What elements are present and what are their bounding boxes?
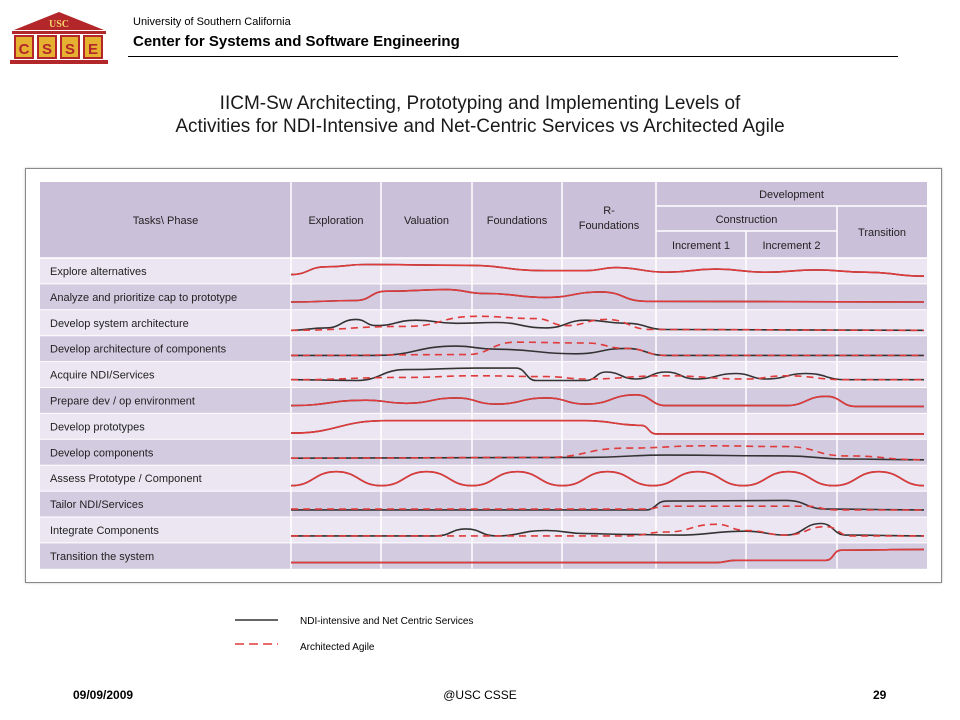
footer-date: 09/09/2009: [73, 688, 134, 702]
transition-header: Transition: [858, 227, 906, 239]
legend-ndi-label: NDI-intensive and Net Centric Services: [300, 616, 474, 627]
slide-title: IICM-Sw Architecting, Prototyping and Im…: [60, 92, 900, 138]
agile-activity-curve: [290, 393, 924, 408]
task-row: [40, 387, 927, 414]
task-row: [40, 258, 927, 284]
agile-activity-curve: [290, 470, 925, 487]
task-label: Integrate Components: [50, 525, 159, 537]
page-number: 29: [873, 688, 887, 702]
task-row: [40, 465, 927, 492]
task-label: Explore alternatives: [50, 266, 147, 278]
task-row: [40, 361, 927, 388]
agile-activity-curve: [290, 548, 925, 564]
increment-1-header: Increment 1: [672, 240, 730, 252]
ndi-activity-curve: [290, 318, 925, 332]
phase-header: Exploration: [308, 215, 363, 227]
phase-header: R-Foundations: [579, 205, 640, 232]
header-background: [40, 182, 927, 258]
task-label: Assess Prototype / Component: [50, 473, 202, 485]
task-label: Transition the system: [50, 551, 154, 563]
phase-header: Valuation: [404, 215, 449, 227]
task-label: Develop components: [50, 447, 154, 459]
activity-diagram-frame: Explore alternatives Analyze and prioriti…: [25, 168, 942, 583]
task-row: [40, 542, 927, 569]
task-row: [40, 491, 927, 517]
development-header: Development: [759, 189, 824, 201]
svg-text:S: S: [65, 41, 75, 58]
legend-lines: [235, 619, 278, 645]
task-label: Develop system architecture: [50, 318, 189, 330]
university-name: University of Southern California: [133, 16, 291, 28]
task-label: Develop architecture of components: [50, 344, 227, 356]
agile-activity-curve: [290, 444, 925, 461]
agile-activity-curve: [290, 315, 925, 332]
phase-header: Foundations: [487, 215, 548, 227]
agile-activity-curve: [291, 523, 924, 537]
task-label: Tailor NDI/Services: [50, 499, 144, 511]
logo-letters: C S S E: [14, 35, 103, 59]
agile-activity-curve: [290, 374, 924, 381]
header-divider: [128, 56, 898, 57]
csse-logo: USC C S S E: [10, 12, 108, 64]
logo-usc-text: USC: [49, 19, 69, 30]
task-row: [40, 413, 927, 440]
svg-text:S: S: [42, 41, 52, 58]
agile-activity-curve: [290, 341, 924, 357]
title-line-1: IICM-Sw Architecting, Prototyping and Im…: [219, 93, 741, 114]
task-label: Prepare dev / op environment: [50, 395, 195, 407]
svg-text:C: C: [19, 41, 30, 58]
task-row: [40, 439, 927, 466]
task-row: [40, 517, 927, 543]
legend-agile-label: Architected Agile: [300, 642, 375, 653]
ndi-activity-curve: [291, 522, 925, 537]
agile-activity-curve: [290, 263, 925, 277]
agile-activity-curve: [290, 288, 925, 303]
title-line-2: Activities for NDI-Intensive and Net-Cen…: [175, 116, 785, 137]
agile-activity-curve: [291, 505, 924, 511]
task-label: Analyze and prioritize cap to prototype: [50, 292, 237, 304]
activity-diagram: Explore alternatives Analyze and prioriti…: [40, 182, 927, 569]
footer-center: @USC CSSE: [443, 688, 517, 702]
increment-2-header: Increment 2: [762, 240, 820, 252]
construction-header: Construction: [716, 214, 778, 226]
corner-header: Tasks\ Phase: [133, 215, 198, 227]
task-label: Acquire NDI/Services: [50, 370, 155, 382]
task-row: [40, 283, 927, 310]
task-label: Develop prototypes: [50, 421, 145, 433]
center-name: Center for Systems and Software Engineer…: [133, 33, 460, 50]
agile-activity-curve: [290, 419, 924, 435]
svg-text:E: E: [88, 41, 98, 58]
